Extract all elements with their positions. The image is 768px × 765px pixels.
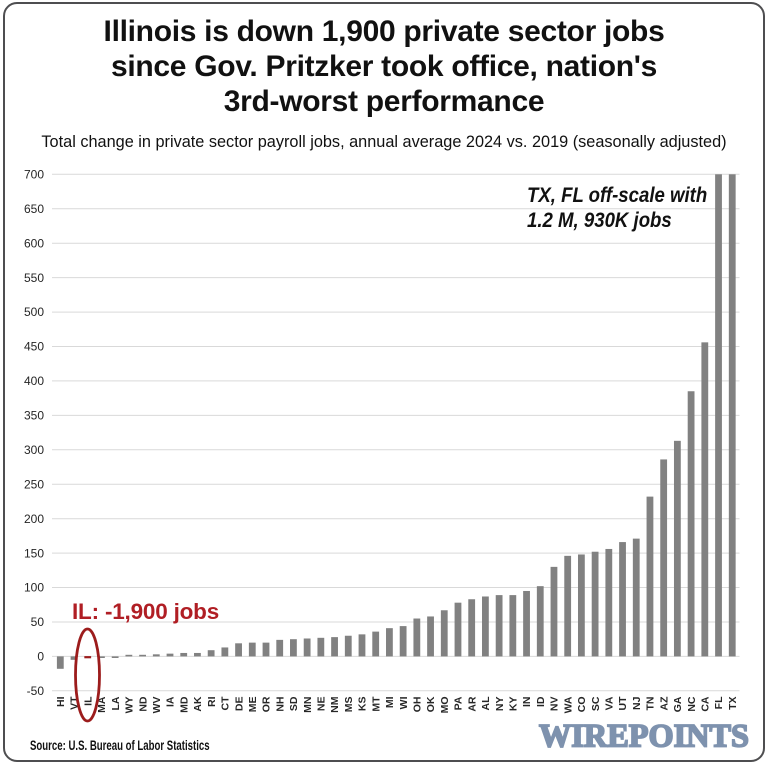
- svg-text:SC: SC: [590, 696, 602, 711]
- svg-text:PA: PA: [453, 696, 465, 710]
- svg-text:MS: MS: [343, 697, 355, 713]
- svg-text:GA: GA: [672, 696, 684, 712]
- svg-text:TX: TX: [727, 697, 739, 710]
- svg-text:WV: WV: [151, 697, 163, 714]
- svg-text:MA: MA: [96, 696, 108, 713]
- svg-text:VA: VA: [603, 696, 615, 710]
- svg-text:500: 500: [24, 305, 44, 319]
- svg-text:AK: AK: [192, 696, 204, 712]
- svg-text:TN: TN: [645, 697, 657, 711]
- svg-text:FL: FL: [713, 696, 725, 709]
- svg-text:CA: CA: [699, 696, 711, 712]
- svg-text:MO: MO: [439, 697, 451, 714]
- svg-text:ME: ME: [247, 697, 259, 713]
- svg-text:350: 350: [24, 409, 44, 423]
- svg-text:CT: CT: [220, 696, 232, 711]
- svg-text:IN: IN: [521, 697, 533, 708]
- svg-text:SD: SD: [288, 696, 300, 711]
- svg-text:200: 200: [24, 512, 44, 526]
- svg-text:WY: WY: [124, 697, 136, 714]
- svg-text:HI: HI: [55, 696, 67, 707]
- svg-text:WI: WI: [398, 696, 410, 709]
- svg-text:NE: NE: [316, 697, 328, 712]
- svg-text:100: 100: [24, 581, 44, 595]
- svg-text:600: 600: [24, 236, 44, 250]
- svg-text:OH: OH: [412, 697, 424, 713]
- svg-text:UT: UT: [617, 696, 629, 711]
- svg-text:-50: -50: [27, 684, 45, 698]
- svg-text:NC: NC: [686, 696, 698, 712]
- svg-text:MI: MI: [384, 696, 396, 708]
- svg-text:650: 650: [24, 202, 44, 216]
- svg-text:LA: LA: [110, 696, 122, 710]
- svg-text:WIREPOINTS: WIREPOINTS: [539, 719, 749, 755]
- svg-text:DE: DE: [233, 697, 245, 712]
- svg-text:OR: OR: [261, 696, 273, 712]
- svg-text:MT: MT: [370, 696, 382, 712]
- svg-text:AZ: AZ: [658, 696, 670, 711]
- svg-text:MD: MD: [178, 696, 190, 713]
- svg-text:300: 300: [24, 443, 44, 457]
- svg-text:NV: NV: [549, 697, 561, 712]
- svg-text:450: 450: [24, 340, 44, 354]
- svg-text:700: 700: [24, 168, 44, 182]
- svg-text:NJ: NJ: [631, 696, 643, 710]
- svg-text:NM: NM: [329, 696, 341, 713]
- svg-text:OK: OK: [425, 696, 437, 712]
- svg-text:250: 250: [24, 477, 44, 491]
- svg-text:IA: IA: [165, 696, 177, 707]
- svg-text:400: 400: [24, 374, 44, 388]
- svg-text:0: 0: [37, 650, 44, 664]
- svg-text:150: 150: [24, 546, 44, 560]
- svg-text:IL: IL: [82, 696, 94, 706]
- svg-text:KY: KY: [508, 697, 520, 712]
- svg-text:RI: RI: [206, 696, 218, 707]
- svg-text:ND: ND: [137, 696, 149, 712]
- svg-text:50: 50: [31, 615, 45, 629]
- svg-text:NH: NH: [274, 697, 286, 712]
- svg-text:AR: AR: [466, 696, 478, 712]
- svg-text:AL: AL: [480, 696, 492, 711]
- svg-text:CO: CO: [576, 697, 588, 713]
- svg-text:NY: NY: [494, 697, 506, 712]
- svg-text:550: 550: [24, 271, 44, 285]
- svg-text:MN: MN: [302, 697, 314, 713]
- svg-text:KS: KS: [357, 697, 369, 712]
- svg-text:WA: WA: [562, 696, 574, 713]
- svg-text:ID: ID: [535, 696, 547, 707]
